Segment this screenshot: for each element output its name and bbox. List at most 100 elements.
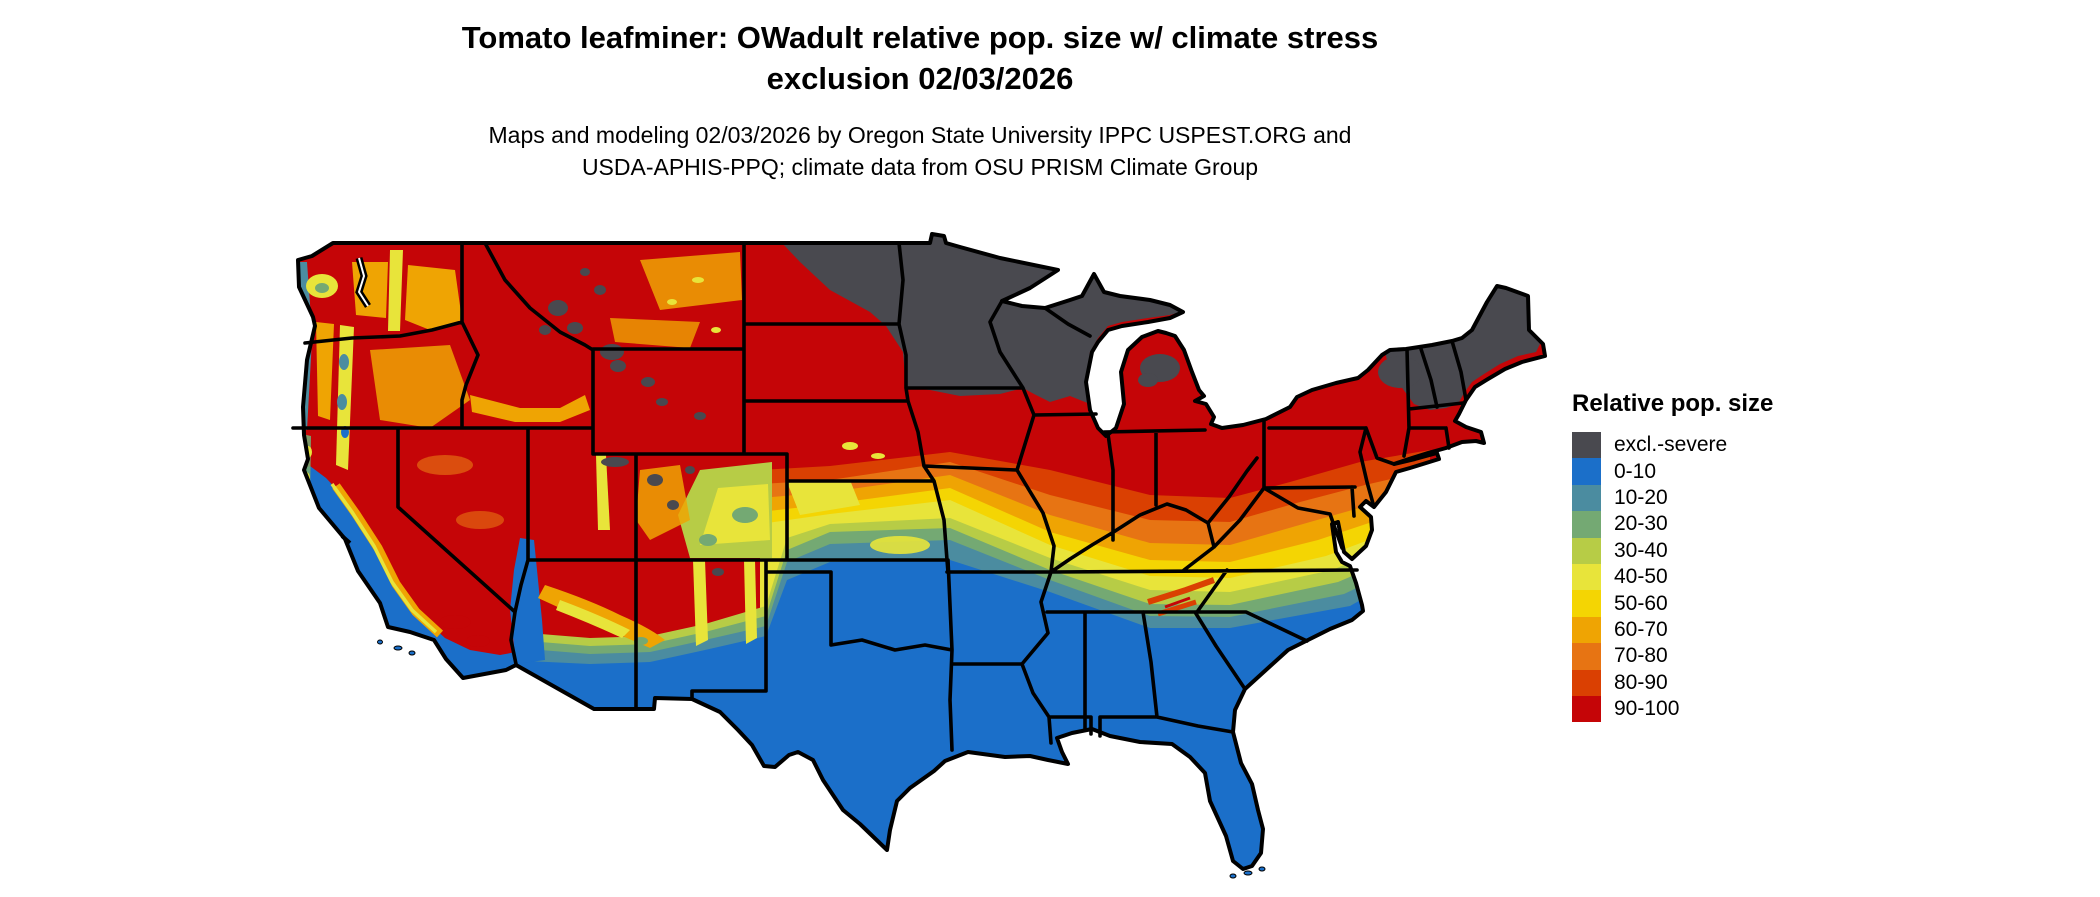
legend-item: 70-80 (1572, 643, 1832, 670)
region-excluded-new-england (1385, 286, 1540, 410)
region-co-peaks3 (685, 466, 695, 474)
region-socal-mountains2 (466, 635, 490, 647)
channel-island (408, 650, 416, 656)
region-mt-east (640, 252, 742, 310)
region-wy-ranges (610, 360, 626, 372)
state-borders (291, 241, 1468, 752)
region-nm-sacramento (744, 560, 757, 644)
speckle (842, 442, 858, 450)
region-nm-peaks (712, 568, 724, 576)
map-subtitle-line1: Maps and modeling 02/03/2026 by Oregon S… (488, 122, 1352, 148)
speckle (711, 327, 721, 333)
legend: Relative pop. size excl.-severe 0-10 10-… (1572, 390, 1832, 723)
legend-swatch-0-10 (1572, 458, 1601, 485)
region-se-oregon (370, 345, 470, 428)
region-kansas-se (870, 536, 930, 554)
us-map (230, 160, 1560, 892)
map-title: Tomato leafminer: OWadult relative pop. … (250, 18, 1590, 100)
legend-item-label: excl.-severe (1614, 433, 1728, 457)
region-wy-ranges4 (694, 412, 706, 420)
islands (377, 639, 1266, 879)
map-color-layers (298, 234, 1545, 869)
legend-item: 20-30 (1572, 511, 1832, 538)
region-smokies-streak3 (1164, 596, 1191, 609)
region-kansas-nw (787, 480, 860, 515)
speckle (667, 299, 677, 305)
legend-swatch-60-70 (1572, 616, 1601, 644)
region-excluded-upper-midwest (782, 234, 1180, 404)
legend-swatch-excl-severe (1572, 432, 1601, 459)
region-socal-mountains (439, 615, 471, 629)
legend-item-label: 50-60 (1614, 591, 1668, 615)
legend-swatch-10-20 (1572, 484, 1601, 512)
region-olympics-core (315, 283, 329, 293)
region-mt-mtns2 (580, 268, 590, 276)
region-nm-rio-grande-west (693, 560, 708, 646)
florida-key (1243, 870, 1253, 876)
legend-swatch-20-30 (1572, 511, 1601, 538)
region-idaho-mtns (548, 300, 568, 316)
region-nv-ranges (417, 455, 473, 475)
region-utah-wasatch (596, 455, 610, 530)
region-nv-ranges2 (456, 511, 504, 529)
channel-island (393, 645, 403, 651)
region-mogollon-yellow (556, 600, 630, 638)
legend-item: 40-50 (1572, 563, 1832, 591)
region-colorado-green (732, 507, 758, 523)
region-wy-ranges2 (641, 377, 655, 387)
region-colorado-river-valley (510, 538, 545, 664)
channel-island (377, 639, 383, 645)
legend-swatch-70-80 (1572, 643, 1601, 670)
legend-swatch-30-40 (1572, 537, 1601, 564)
legend-item-label: 20-30 (1614, 512, 1668, 536)
florida-key (1229, 873, 1237, 879)
region-willamette (316, 322, 334, 420)
legend-item-label: 70-80 (1614, 644, 1668, 668)
legend-item: 90-100 (1572, 695, 1832, 723)
region-co-peaks2 (667, 500, 679, 510)
legend-swatch-80-90 (1572, 669, 1601, 696)
legend-item-label: 10-20 (1614, 485, 1668, 509)
region-mt-central (610, 318, 700, 348)
legend-item-label: 40-50 (1614, 565, 1668, 589)
map-title-line1: Tomato leafminer: OWadult relative pop. … (461, 20, 1379, 55)
legend-item-label: 0-10 (1614, 459, 1657, 483)
region-snake-plain (470, 395, 590, 422)
region-yellowstone (600, 344, 624, 360)
legend-item-label: 90-100 (1614, 697, 1680, 721)
legend-item-label: 30-40 (1614, 538, 1668, 562)
region-idaho-mtns2 (567, 322, 583, 334)
legend-colorbar: excl.-severe 0-10 10-20 20-30 30-40 40-5… (1572, 432, 1832, 723)
region-co-peaks (647, 474, 663, 486)
map-subtitle-line2: USDA-APHIS-PPQ; climate data from OSU PR… (581, 153, 1259, 180)
region-uintas (601, 457, 629, 467)
us-coastline (296, 232, 1547, 871)
region-adirondacks (1378, 356, 1422, 388)
legend-item: 0-10 (1572, 458, 1832, 485)
region-columbia-basin (405, 265, 462, 330)
region-idaho-mtns3 (539, 325, 551, 335)
region-northern-michigan2 (1138, 373, 1158, 387)
legend-swatch-40-50 (1572, 563, 1601, 591)
map-subtitle: Maps and modeling 02/03/2026 by Oregon S… (250, 120, 1590, 183)
florida-key (1258, 866, 1266, 872)
map-title-line2: exclusion 02/03/2026 (766, 60, 1074, 96)
region-mogollon-rim (538, 585, 665, 648)
legend-title: Relative pop. size (1572, 390, 1774, 417)
speckle (871, 453, 885, 459)
region-wa-cascades (388, 250, 403, 331)
legend-item: 60-70 (1572, 616, 1832, 644)
legend-swatch-50-60 (1572, 590, 1601, 617)
region-sierra-foothills-yellow (330, 482, 438, 634)
us-map-graphic (291, 232, 1547, 879)
puget-sound-water (357, 257, 369, 307)
region-colorado-green2 (699, 534, 717, 546)
legend-item-label: 60-70 (1614, 617, 1668, 641)
region-smokies-streak (1147, 577, 1216, 605)
legend-item: 30-40 (1572, 537, 1832, 564)
legend-item-label: 80-90 (1614, 670, 1668, 694)
region-wy-ranges3 (656, 398, 668, 406)
legend-item: 50-60 (1572, 590, 1832, 617)
legend-swatch-90-100 (1572, 695, 1601, 723)
